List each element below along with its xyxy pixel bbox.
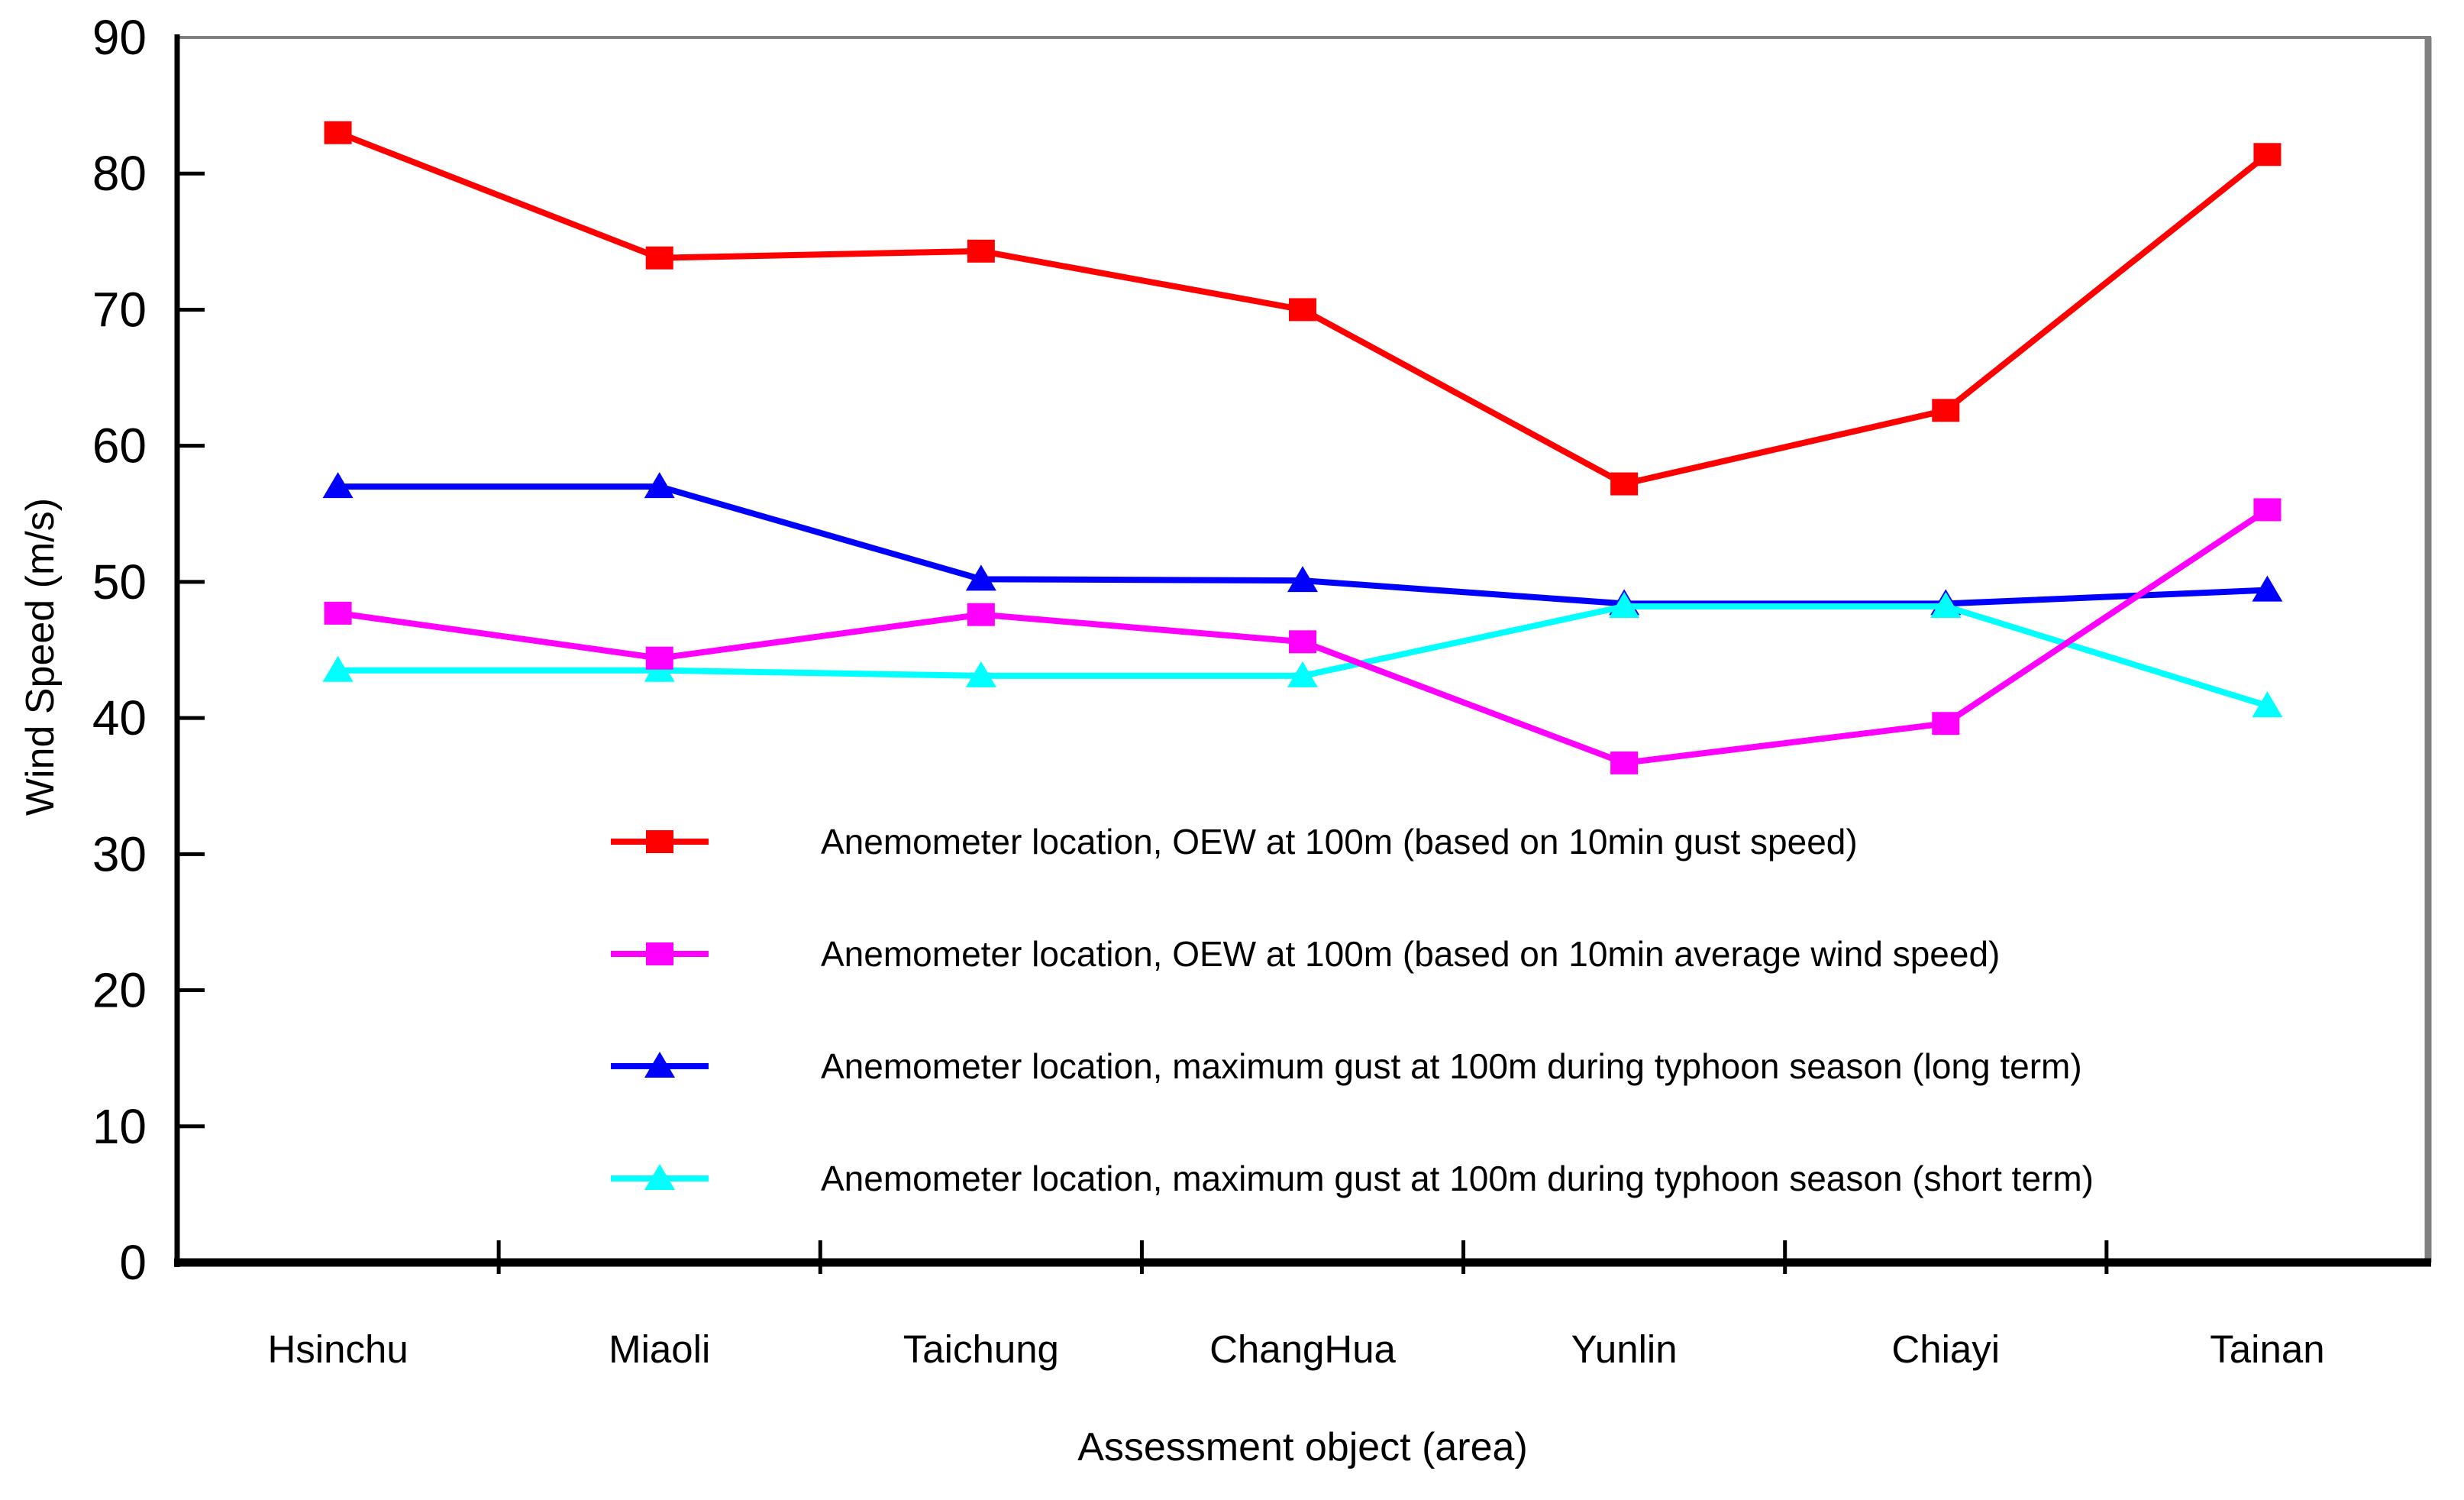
data-point-marker xyxy=(967,239,995,263)
data-point-marker xyxy=(1610,472,1639,496)
plot-frame xyxy=(174,34,2432,1267)
data-point-marker xyxy=(2253,498,2282,522)
data-point-marker xyxy=(967,603,995,626)
legend-item: Anemometer location, maximum gust at 100… xyxy=(611,1046,2082,1086)
x-category-label: Taichung xyxy=(903,1327,1059,1371)
data-point-marker xyxy=(965,661,996,687)
series-1 xyxy=(324,121,2282,496)
data-point-marker xyxy=(322,472,354,499)
data-point-marker xyxy=(1932,399,1960,422)
legend: Anemometer location, OEW at 100m (based … xyxy=(611,822,2094,1198)
series-3 xyxy=(322,472,2283,616)
y-tick-label: 60 xyxy=(92,419,147,474)
y-tick-label: 10 xyxy=(92,1099,147,1154)
data-point-marker xyxy=(2253,143,2282,166)
legend-item: Anemometer location, OEW at 100m (based … xyxy=(611,934,2000,974)
x-category-label: Yunlin xyxy=(1571,1327,1678,1371)
series-2 xyxy=(324,498,2282,774)
axis-ticks: 0 10 20 30 40 50 60 70 80 90 Hsinchu Miaoli Taichung… xyxy=(92,10,2325,1371)
data-point-marker xyxy=(1932,712,1960,735)
x-category-label: Tainan xyxy=(2210,1327,2324,1371)
y-axis-title: Wind Speed (m/s) xyxy=(18,498,63,816)
y-tick-label: 80 xyxy=(92,146,147,201)
x-axis-title: Assessment object (area) xyxy=(1077,1425,1528,1469)
y-tick-label: 40 xyxy=(92,690,147,745)
x-category-label: Miaoli xyxy=(609,1327,710,1371)
legend-marker xyxy=(646,830,673,853)
data-point-marker xyxy=(1287,566,1318,593)
y-tick-label: 30 xyxy=(92,826,147,881)
data-point-marker xyxy=(2252,691,2283,718)
data-point-marker xyxy=(1610,751,1639,774)
legend-label: Anemometer location, OEW at 100m (based … xyxy=(821,934,2000,974)
x-category-label: Chiayi xyxy=(1891,1327,2000,1371)
legend-item: Anemometer location, maximum gust at 100… xyxy=(611,1159,2094,1198)
series-4 xyxy=(322,591,2283,718)
y-tick-label: 90 xyxy=(92,10,147,65)
y-tick-label: 70 xyxy=(92,282,147,337)
legend-label: Anemometer location, maximum gust at 100… xyxy=(821,1159,2094,1198)
data-point-marker xyxy=(2252,575,2283,602)
data-point-marker xyxy=(644,472,675,499)
data-point-marker xyxy=(645,646,673,670)
y-tick-label: 20 xyxy=(92,963,147,1018)
data-point-marker xyxy=(645,246,673,270)
data-series xyxy=(322,121,2283,774)
data-point-marker xyxy=(324,601,352,625)
data-point-marker xyxy=(1289,630,1316,654)
legend-marker xyxy=(644,1164,675,1190)
data-point-marker xyxy=(1289,298,1316,322)
x-category-label: Hsinchu xyxy=(267,1327,408,1371)
legend-label: Anemometer location, maximum gust at 100… xyxy=(821,1046,2082,1086)
legend-label: Anemometer location, OEW at 100m (based … xyxy=(821,822,1858,862)
data-point-marker xyxy=(1609,591,1640,618)
data-point-marker xyxy=(322,655,354,682)
data-point-marker xyxy=(965,564,996,591)
legend-marker xyxy=(644,1052,675,1078)
x-category-label: ChangHua xyxy=(1209,1327,1396,1371)
legend-marker xyxy=(646,942,673,965)
data-point-marker xyxy=(1287,661,1318,687)
y-tick-label: 0 xyxy=(119,1235,147,1290)
y-tick-label: 50 xyxy=(92,554,147,609)
data-point-marker xyxy=(1930,591,1962,618)
data-point-marker xyxy=(324,121,352,144)
legend-item: Anemometer location, OEW at 100m (based … xyxy=(611,822,1858,862)
